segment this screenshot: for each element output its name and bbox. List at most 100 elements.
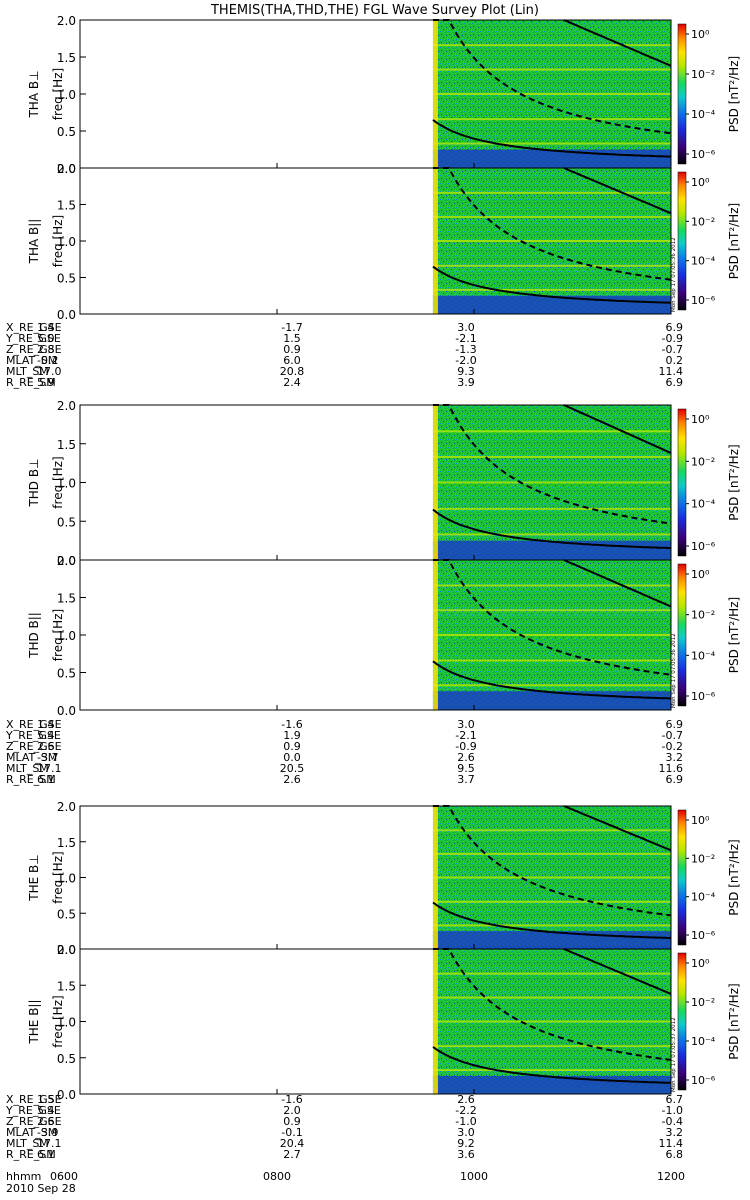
ephemeris-value: 0.9 [283,740,301,753]
spectrogram-panel: 0.0 0.5 1.0 1.5 2.0 THA B|| freq [Hz] 10⁰ 10⁻² 10… [27,162,741,322]
colorbar [677,171,687,311]
ephemeris-value: 1.4 [37,718,55,731]
ephemeris-value: -0.9 [662,332,683,345]
y-tick-label: 2.0 [57,399,76,413]
ephemeris-value: 6.9 [666,773,684,786]
ephemeris-value: 20.4 [280,1137,305,1150]
data-edge-strip [432,949,438,1094]
ephemeris-value: 2.4 [283,376,301,389]
ephemeris-value: 3.0 [457,718,475,731]
y-axis-label: freq [Hz] [51,609,65,661]
time-tick-label: 1000 [460,1170,488,1183]
ephemeris-value: -2.0 [455,354,476,367]
y-tick-label: 0.0 [57,704,76,718]
panel-label: THA B⊥ [27,70,41,118]
panel-label: THA B|| [27,219,41,265]
ephemeris-value: 1.5 [283,332,301,345]
ephemeris-row-label: Z_RE_GSE [6,740,62,753]
ephemeris-value: 6.9 [666,376,684,389]
colorbar [677,809,687,946]
harmonic-line [432,430,671,433]
panel-label: THD B|| [27,612,41,659]
y-tick-label: 1.0 [57,235,76,249]
ephemeris-value: 9.3 [457,365,475,378]
colorbar-tick-label: 10⁻² [691,215,715,228]
harmonic-line [432,142,671,145]
ephemeris-value: 6.1 [37,773,55,786]
ephemeris-value: -1.6 [281,718,302,731]
panel-label: THE B⊥ [27,854,41,901]
ephemeris-value: 2.6 [457,751,475,764]
upper-curve [563,19,672,67]
colorbar [677,23,687,165]
low-freq-band [432,149,671,168]
low-freq-band [432,691,671,710]
y-tick-label: 1.0 [57,477,76,491]
ephemeris-value: -2.1 [455,332,476,345]
colorbar-tick-label: 10⁰ [691,28,710,41]
harmonic-line [432,533,671,536]
ephemeris-row-label: Z_RE_GSE [6,1115,62,1128]
harmonic-line [432,1069,671,1072]
data-edge-strip [432,168,438,314]
fce-curve [432,1046,672,1084]
ephemeris-value: -0.2 [662,740,683,753]
ephemeris-value: 0.9 [283,343,301,356]
y-axis-label: freq [Hz] [51,68,65,120]
ephemeris-value: 17.1 [37,1137,62,1150]
half-fce-curve [433,559,672,676]
colorbar-tick-label: 10⁰ [691,176,710,189]
ephemeris-row-label: R_RE_SM [6,1148,56,1161]
colorbar-tick-label: 10⁻⁴ [691,498,716,511]
figure-title: THEMIS(THA,THD,THE) FGL Wave Survey Plot… [210,3,539,18]
y-tick-label: 1.5 [57,836,76,850]
ephemeris-value: 0.9 [283,1115,301,1128]
harmonic-line [432,852,671,855]
time-tick-label: 1200 [657,1170,685,1183]
ephemeris-value: -1.0 [662,1104,683,1117]
y-tick-label: 1.0 [57,629,76,643]
ephemeris-value: 6.1 [37,1148,55,1161]
generation-stamp: Mon Sep 17 07:05:36 2012 [671,237,677,312]
ephemeris-value: 2.6 [37,740,55,753]
half-fce-curve [433,948,672,1061]
harmonic-line [432,44,671,47]
ephemeris-row-label: MLT_SM [6,1137,49,1150]
harmonic-line [432,876,671,879]
ephemeris-value: 0.0 [283,751,301,764]
y-tick-label: 2.0 [57,800,76,814]
ephemeris-value: 1.4 [37,321,55,334]
time-axis-label: hhmm [6,1170,41,1183]
y-tick-label: 0.0 [57,943,76,957]
upper-curve [563,948,672,995]
harmonic-line [432,584,671,587]
time-tick-label: 0800 [263,1170,291,1183]
panel-label: THE B|| [27,999,41,1044]
ephemeris-value: 9.2 [457,1137,475,1150]
colorbar-tick-label: 10⁻⁴ [691,891,716,904]
harmonic-line [432,900,671,903]
colorbar-label: PSD [nT²/Hz] [727,56,741,132]
ephemeris-row-label: MLAT_SM [6,1126,57,1139]
y-tick-label: 0.0 [57,162,76,176]
harmonic-line [432,455,671,458]
harmonic-line [432,972,671,975]
ephemeris-value: 6.9 [666,718,684,731]
colorbar-tick-label: 10⁰ [691,957,710,970]
low-freq-band [432,1075,671,1094]
ephemeris-value: -1.0 [455,1115,476,1128]
harmonic-line [432,659,671,662]
ephemeris-row-label: MLT_SM [6,365,49,378]
ephemeris-value: -0.2 [37,354,58,367]
harmonic-line [432,1020,671,1023]
colorbar-label: PSD [nT²/Hz] [727,444,741,520]
y-tick-label: 2.0 [57,162,76,176]
harmonic-line [432,93,671,95]
half-fce-curve [433,19,672,135]
ephemeris-value: 5.4 [37,729,55,742]
ephemeris-value: 0.2 [666,354,684,367]
